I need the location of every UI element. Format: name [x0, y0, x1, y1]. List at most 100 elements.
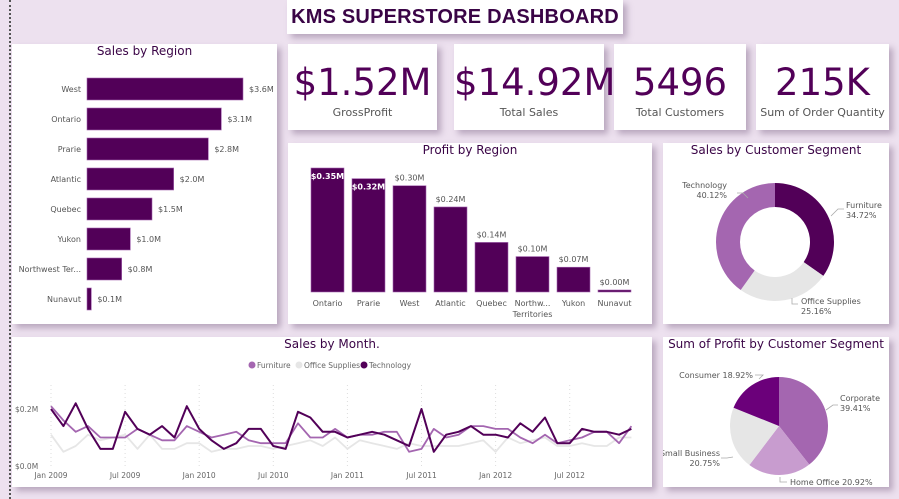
category-label: Prarie: [357, 299, 380, 308]
slice-label: Home Office 20.92%: [790, 478, 873, 487]
y-tick-label: $0.0M: [15, 462, 38, 471]
bar: [86, 167, 174, 191]
leader-line: [791, 298, 798, 305]
slice-percent: 39.41%: [840, 404, 871, 413]
slice-label: Technology: [681, 181, 727, 190]
data-label: $0.14M: [477, 230, 507, 239]
kpi-value: $1.52M: [293, 61, 432, 104]
category-label: West: [400, 299, 420, 308]
bar: [392, 185, 427, 293]
leader-line: [755, 374, 764, 380]
x-tick-label: Jul 2011: [405, 471, 437, 480]
data-label: $2.0M: [180, 175, 205, 184]
bar: [86, 227, 131, 251]
data-label: $0.24M: [436, 195, 466, 204]
data-label: $0.1M: [97, 295, 122, 304]
sales-by-segment-card[interactable]: Sales by Customer Segment Furniture 34.72…: [663, 143, 889, 324]
donut-slice: [716, 183, 775, 290]
canvas-dotted-border: [9, 0, 11, 499]
kpi-label: Total Sales: [499, 106, 559, 119]
slice-percent: 20.75%: [689, 459, 720, 468]
profit-by-region-card[interactable]: Profit by Region $0.35M Ontario $0.32M Prar…: [288, 143, 652, 324]
bar: [310, 167, 345, 293]
bar: [433, 206, 468, 293]
data-label: $0.8M: [128, 265, 153, 274]
data-label: $0.30M: [395, 174, 425, 183]
data-label: $1.0M: [136, 235, 161, 244]
kpi-value: $14.92M: [454, 61, 616, 104]
bar: [86, 137, 209, 161]
chart-title: Sum of Profit by Customer Segment: [668, 337, 884, 351]
category-label: Nunavut: [47, 295, 81, 304]
profit-by-segment-card[interactable]: Sum of Profit by Customer Segment Corpor…: [663, 337, 889, 487]
pie-slice: [749, 426, 810, 475]
dashboard-title-card: KMS SUPERSTORE DASHBOARD: [287, 0, 623, 34]
dashboard-title: KMS SUPERSTORE DASHBOARD: [291, 5, 619, 28]
x-tick-label: Jan 2011: [330, 471, 364, 480]
x-tick-label: Jan 2009: [33, 471, 67, 480]
leader-line: [830, 208, 844, 217]
slice-label: Furniture: [846, 201, 882, 210]
chart-title: Sales by Region: [96, 44, 193, 58]
kpi-label: Total Customers: [635, 106, 725, 119]
category-label: Atlantic: [435, 299, 465, 308]
kpi-label: GrossProfit: [332, 106, 393, 119]
slice-label: Office Supplies: [801, 297, 861, 306]
legend-marker: [295, 361, 303, 369]
pie-slice: [730, 407, 779, 466]
leader-line: [737, 192, 749, 199]
data-label: $0.07M: [559, 255, 589, 264]
data-label: $0.10M: [518, 245, 548, 254]
category-label: Territories: [512, 310, 553, 319]
donut-slice: [740, 262, 824, 301]
kpi-value: 215K: [775, 61, 870, 104]
category-label: Quebec: [50, 205, 81, 214]
category-label: Ontario: [313, 299, 343, 308]
category-label: West: [61, 85, 81, 94]
slice-percent: 25.16%: [801, 307, 832, 316]
data-label: $2.8M: [214, 145, 239, 154]
slice-label: Consumer 18.92%: [679, 371, 753, 380]
leader-line: [721, 456, 734, 459]
category-label: Northwest Ter...: [19, 265, 81, 274]
x-tick-label: Jul 2010: [257, 471, 289, 480]
slice-label: Corporate: [840, 394, 880, 403]
bar: [556, 266, 591, 293]
y-tick-label: $0.2M: [15, 405, 38, 414]
pie-slice: [733, 377, 779, 426]
sales-by-month-chart: Furniture Office Supplies Technology $0.0M $…: [15, 361, 633, 480]
kpi-total-customers[interactable]: 5496 Total Customers: [614, 44, 746, 130]
donut-slice: [775, 183, 834, 276]
sales-by-region-card[interactable]: Sales by Region West $3.6M Ontario $3.1M Pra…: [12, 44, 277, 324]
bar: [474, 242, 509, 293]
legend-label: Technology: [368, 361, 412, 370]
chart-title: Sales by Customer Segment: [690, 143, 862, 157]
kpi-order-quantity[interactable]: 215K Sum of Order Quantity: [756, 44, 889, 130]
x-tick-label: Jan 2012: [478, 471, 512, 480]
kpi-total-sales[interactable]: $14.92M Total Sales: [454, 44, 616, 130]
bar: [86, 77, 244, 101]
category-label: Yukon: [561, 299, 585, 308]
slice-percent: 40.12%: [696, 191, 727, 200]
kpi-label: Sum of Order Quantity: [760, 106, 885, 119]
bar: [351, 178, 386, 293]
kpi-gross-profit[interactable]: $1.52M GrossProfit: [288, 44, 437, 130]
category-label: Ontario: [51, 115, 81, 124]
x-tick-label: Jul 2009: [109, 471, 141, 480]
sales-by-month-card[interactable]: Sales by Month. Furniture Office Supplies…: [12, 337, 652, 487]
x-tick-label: Jul 2012: [553, 471, 585, 480]
bar: [597, 289, 632, 293]
category-label: Quebec: [476, 299, 507, 308]
chart-title: Sales by Month.: [284, 337, 380, 351]
bar: [86, 107, 222, 131]
bar: [86, 257, 122, 281]
legend-marker: [248, 361, 256, 369]
x-tick-label: Jan 2010: [182, 471, 216, 480]
data-label: $3.6M: [249, 85, 274, 94]
data-label: $1.5M: [158, 205, 183, 214]
category-label: Northw...: [515, 299, 551, 308]
category-label: Nunavut: [598, 299, 632, 308]
slice-percent: 34.72%: [846, 211, 877, 220]
data-label: $0.00M: [600, 278, 630, 287]
